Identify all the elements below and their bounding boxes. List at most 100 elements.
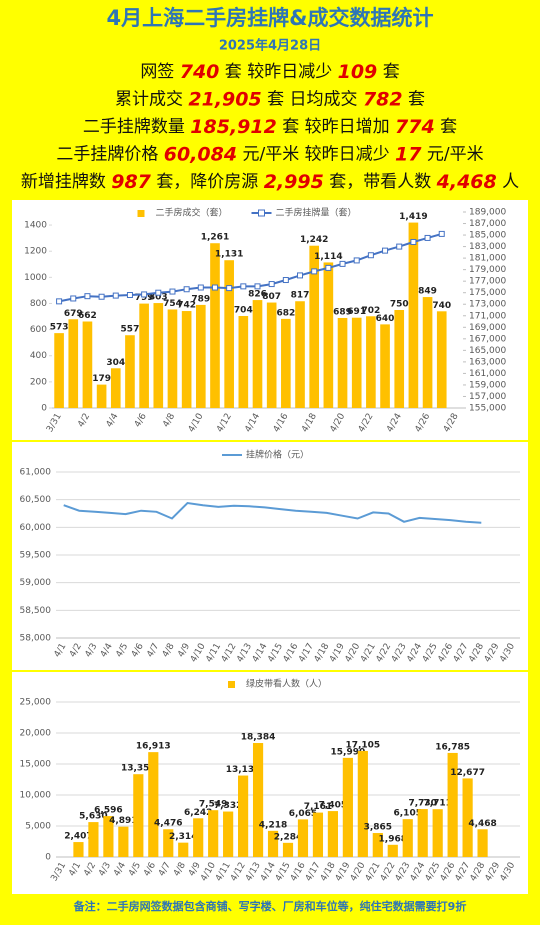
bar: [337, 317, 348, 408]
stat-number: 2,995: [264, 171, 324, 193]
bar: [462, 778, 473, 857]
bar: [252, 743, 264, 857]
legend-label: 二手房挂牌量（套）: [276, 207, 357, 219]
y2-tick-label: 163,000: [469, 357, 506, 367]
stat-line: 二手挂牌数量 185,912 套 较昨日增加 774 套: [83, 116, 457, 138]
bar: [238, 775, 249, 857]
bar: [110, 368, 121, 408]
bar: [281, 318, 291, 408]
data-label: 1,261: [201, 233, 229, 243]
stat-text: 套: [440, 117, 457, 137]
y-tick-label: 20,000: [20, 729, 52, 739]
stat-text: 套: [383, 62, 400, 82]
data-label: 2,407: [64, 832, 92, 842]
data-label: 4,218: [259, 820, 287, 830]
stat-text: 套，带看人数: [329, 172, 431, 192]
bar: [447, 752, 458, 857]
bar: [178, 842, 189, 857]
stat-number: 987: [111, 171, 151, 193]
line-marker: [211, 284, 218, 291]
bar: [266, 302, 277, 408]
y-tick-label: 61,000: [20, 468, 52, 478]
data-label: 15,990: [331, 747, 366, 757]
bar: [432, 809, 443, 857]
y-tick-label: 10,000: [20, 791, 52, 801]
line-marker: [297, 272, 304, 279]
line-marker: [155, 289, 162, 296]
line-marker: [98, 293, 105, 300]
line-marker: [197, 284, 204, 291]
data-label: 7,711: [423, 799, 451, 809]
data-label: 679: [64, 309, 83, 319]
line-marker: [410, 238, 417, 245]
stat-text: 二手挂牌数量: [83, 117, 185, 137]
legend-label: 绿皮带看人数（人）: [246, 678, 327, 690]
data-label: 1,242: [300, 235, 328, 245]
legend-swatch: [137, 210, 145, 217]
data-label: 662: [78, 311, 97, 321]
data-label: 640: [376, 314, 395, 324]
bar: [312, 812, 324, 857]
stat-number: 17: [395, 143, 422, 165]
y2-tick-label: 165,000: [469, 346, 506, 356]
data-label: 6,065: [289, 809, 317, 819]
bar: [193, 818, 204, 857]
stat-text: 元/平米 较昨日减少: [243, 145, 390, 165]
bar: [88, 822, 99, 857]
data-label: 682: [276, 308, 295, 318]
data-label: 17,105: [345, 740, 380, 750]
y2-tick-label: 173,000: [469, 300, 506, 310]
y2-tick-label: 187,000: [469, 219, 506, 229]
y-tick-label: 1400: [24, 221, 47, 231]
data-label: 2,314: [169, 832, 197, 842]
bar: [208, 810, 219, 857]
bar: [408, 222, 419, 408]
data-label: 817: [291, 291, 310, 301]
stat-number: 109: [338, 61, 378, 83]
bar: [103, 816, 114, 857]
stat-text: 累计成交: [115, 90, 183, 110]
bar: [309, 245, 320, 408]
y2-tick-label: 181,000: [469, 254, 506, 264]
stat-line: 新增挂牌数 987 套，降价房源 2,995 套，带看人数 4,468 人: [21, 171, 519, 193]
line-marker: [339, 260, 346, 267]
bar: [181, 311, 192, 408]
stat-number: 774: [395, 116, 435, 138]
line-marker: [169, 288, 176, 295]
line-marker: [396, 243, 403, 250]
y2-tick-label: 157,000: [469, 392, 506, 402]
y2-tick-label: 169,000: [469, 323, 506, 333]
data-label: 7,730: [408, 799, 436, 809]
data-label: 12,677: [450, 768, 485, 778]
stat-number: 21,905: [188, 88, 261, 110]
data-label: 849: [418, 287, 437, 297]
y-tick-label: 60,000: [20, 523, 52, 533]
y-tick-label: 1200: [24, 247, 47, 257]
line-marker: [282, 277, 289, 284]
line: [63, 501, 482, 524]
line-marker: [382, 247, 389, 254]
y-tick-label: 5,000: [25, 822, 51, 832]
data-label: 740: [432, 301, 451, 311]
data-label: 3,865: [364, 823, 392, 833]
line-marker: [56, 298, 63, 305]
stat-number: 185,912: [190, 116, 277, 138]
stat-number: 4,468: [436, 171, 497, 193]
stat-number: 60,084: [164, 143, 237, 165]
line-marker: [424, 234, 431, 241]
line-marker: [311, 268, 318, 275]
y-tick-label: 0: [41, 404, 47, 414]
y2-tick-label: 171,000: [469, 311, 506, 321]
data-label: 13,355: [121, 764, 156, 774]
bar: [68, 319, 79, 408]
data-label: 4,891: [109, 816, 137, 826]
stat-text: 套，降价房源: [156, 172, 258, 192]
stat-text: 新增挂牌数: [21, 172, 106, 192]
stat-number: 782: [363, 88, 403, 110]
line-marker: [70, 295, 77, 302]
y-tick-label: 200: [30, 377, 47, 387]
y2-tick-label: 185,000: [469, 231, 506, 241]
y2-tick-label: 159,000: [469, 380, 506, 390]
bar: [323, 262, 334, 408]
